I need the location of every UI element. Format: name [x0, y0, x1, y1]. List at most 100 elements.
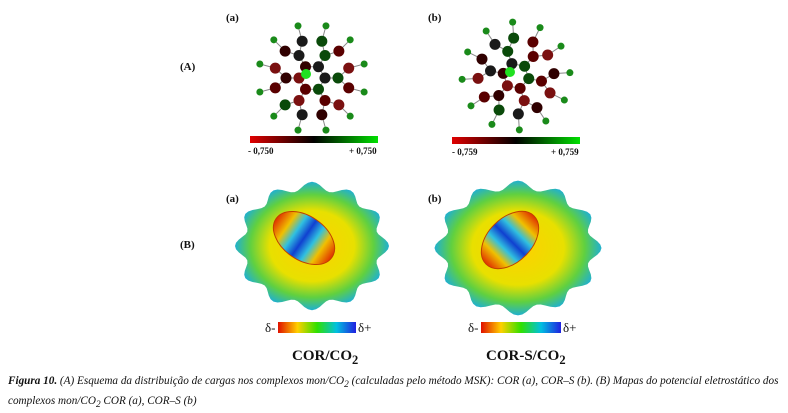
atom	[558, 43, 565, 50]
atom	[333, 46, 344, 57]
atom	[280, 46, 291, 57]
atom	[537, 24, 544, 31]
complex-name: COR-S/CO2	[486, 348, 566, 368]
atom	[295, 22, 302, 29]
delta-minus: δ-	[468, 320, 478, 336]
atom	[566, 69, 573, 76]
atom	[316, 109, 327, 120]
delta-plus: δ+	[358, 320, 371, 336]
atom	[347, 36, 354, 43]
atom	[536, 76, 547, 87]
atom	[505, 67, 515, 77]
sub-label: (b)	[428, 12, 441, 24]
atom	[509, 19, 516, 26]
atom	[320, 73, 331, 84]
name: COR-S/CO	[486, 348, 559, 364]
sub-label: (a)	[226, 193, 239, 205]
esp-scale	[278, 322, 356, 333]
atom	[313, 61, 324, 72]
atom	[464, 48, 471, 55]
atom	[297, 109, 308, 120]
atom	[361, 88, 368, 95]
sub-label: (b)	[428, 193, 441, 205]
atom	[256, 88, 263, 95]
atom	[473, 73, 484, 84]
atom	[516, 126, 523, 133]
scale-min: - 0,759	[452, 147, 478, 157]
atom	[479, 91, 490, 102]
atom	[343, 82, 354, 93]
atom	[322, 127, 329, 134]
atom	[485, 65, 496, 76]
atom	[528, 51, 539, 62]
caption-text: COR (a), COR–S (b)	[101, 395, 197, 407]
complex-name: COR/CO2	[292, 348, 358, 368]
atom	[333, 73, 344, 84]
atom	[494, 105, 505, 116]
scale-max: + 0,759	[551, 147, 579, 157]
atom	[490, 39, 501, 50]
scale-min: - 0,750	[248, 146, 274, 156]
esp-scale	[481, 322, 561, 333]
charge-scale	[452, 137, 580, 144]
subscript: 2	[352, 353, 358, 367]
atom	[502, 46, 513, 57]
atom	[320, 95, 331, 106]
atom	[281, 73, 292, 84]
name: COR/CO	[292, 348, 352, 364]
atom	[531, 102, 542, 113]
atom	[320, 50, 331, 61]
atom	[502, 80, 513, 91]
atom	[270, 113, 277, 120]
atom	[347, 113, 354, 120]
charge-scale	[250, 136, 378, 143]
atom	[519, 95, 530, 106]
atom	[483, 27, 490, 34]
atom	[297, 36, 308, 47]
panel-label: (A)	[180, 61, 195, 73]
atom	[280, 99, 291, 110]
atom	[459, 76, 466, 83]
atom	[361, 61, 368, 68]
scale-max: + 0,750	[349, 146, 377, 156]
caption-text: (A) Esquema da distribuição de cargas no…	[57, 375, 344, 387]
atom	[545, 87, 556, 98]
subscript: 2	[559, 353, 565, 367]
atom	[542, 50, 553, 61]
panel-label: (B)	[180, 239, 195, 251]
caption: Figura 10. (A) Esquema da distribuição d…	[8, 373, 780, 413]
atom	[519, 61, 530, 72]
atom	[294, 95, 305, 106]
atom	[508, 33, 519, 44]
atom	[313, 84, 324, 95]
atom	[300, 84, 311, 95]
atom	[295, 127, 302, 134]
atom	[561, 97, 568, 104]
atom	[270, 36, 277, 43]
atom	[294, 50, 305, 61]
atom	[493, 90, 504, 101]
atom	[488, 121, 495, 128]
caption-number: Figura 10.	[8, 375, 57, 387]
delta-plus: δ+	[563, 320, 576, 336]
atom	[301, 69, 311, 79]
atom	[542, 118, 549, 125]
atom	[513, 108, 524, 119]
atom	[343, 63, 354, 74]
atom	[322, 22, 329, 29]
delta-minus: δ-	[265, 320, 275, 336]
atom	[316, 36, 327, 47]
atom	[476, 54, 487, 65]
atom	[270, 63, 281, 74]
atom	[467, 102, 474, 109]
atom	[333, 99, 344, 110]
atom	[515, 83, 526, 94]
atom	[527, 36, 538, 47]
sub-label: (a)	[226, 12, 239, 24]
atom	[523, 73, 534, 84]
atom	[270, 82, 281, 93]
atom	[548, 68, 559, 79]
atom	[256, 61, 263, 68]
